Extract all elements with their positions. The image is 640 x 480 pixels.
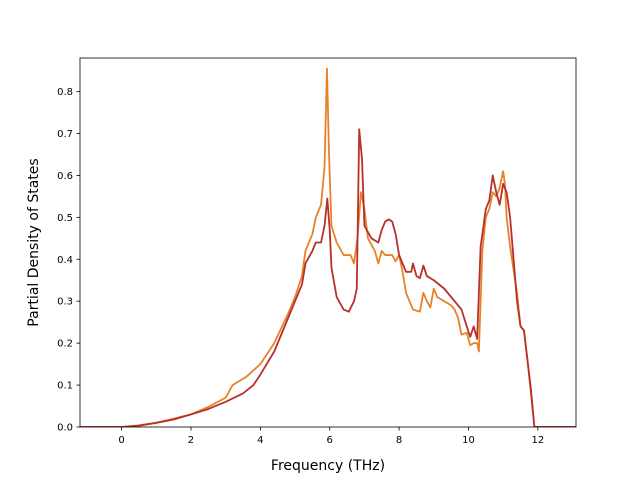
x-tick-label: 0 xyxy=(118,435,124,446)
y-tick-label: 0.4 xyxy=(57,255,73,266)
y-axis-label: Partial Density of States xyxy=(26,158,42,326)
x-tick-label: 6 xyxy=(327,435,333,446)
y-tick-label: 0.5 xyxy=(57,213,73,224)
series-line-2 xyxy=(80,128,576,427)
y-tick-label: 0.7 xyxy=(57,129,73,140)
x-tick-label: 12 xyxy=(531,435,544,446)
y-tick-label: 0.6 xyxy=(57,171,73,182)
x-tick-label: 4 xyxy=(257,435,263,446)
plot-frame xyxy=(79,57,577,428)
x-tick-label: 10 xyxy=(462,435,475,446)
y-tick-label: 0.3 xyxy=(57,297,73,308)
x-tick-label: 2 xyxy=(188,435,194,446)
y-tick-label: 0.2 xyxy=(57,339,73,350)
y-tick-label: 0.0 xyxy=(57,423,73,434)
x-axis-ticks: 0 2 4 6 8 10 12 xyxy=(118,427,544,446)
series-layer xyxy=(80,67,576,427)
y-tick-label: 0.8 xyxy=(57,87,73,98)
series-line-1 xyxy=(80,67,576,427)
x-tick-label: 8 xyxy=(396,435,402,446)
y-tick-label: 0.1 xyxy=(57,381,73,392)
x-axis-label: Frequency (THz) xyxy=(271,458,385,474)
y-axis-ticks: 0.0 0.1 0.2 0.3 0.4 0.5 0.6 0.7 0.8 xyxy=(57,87,80,434)
